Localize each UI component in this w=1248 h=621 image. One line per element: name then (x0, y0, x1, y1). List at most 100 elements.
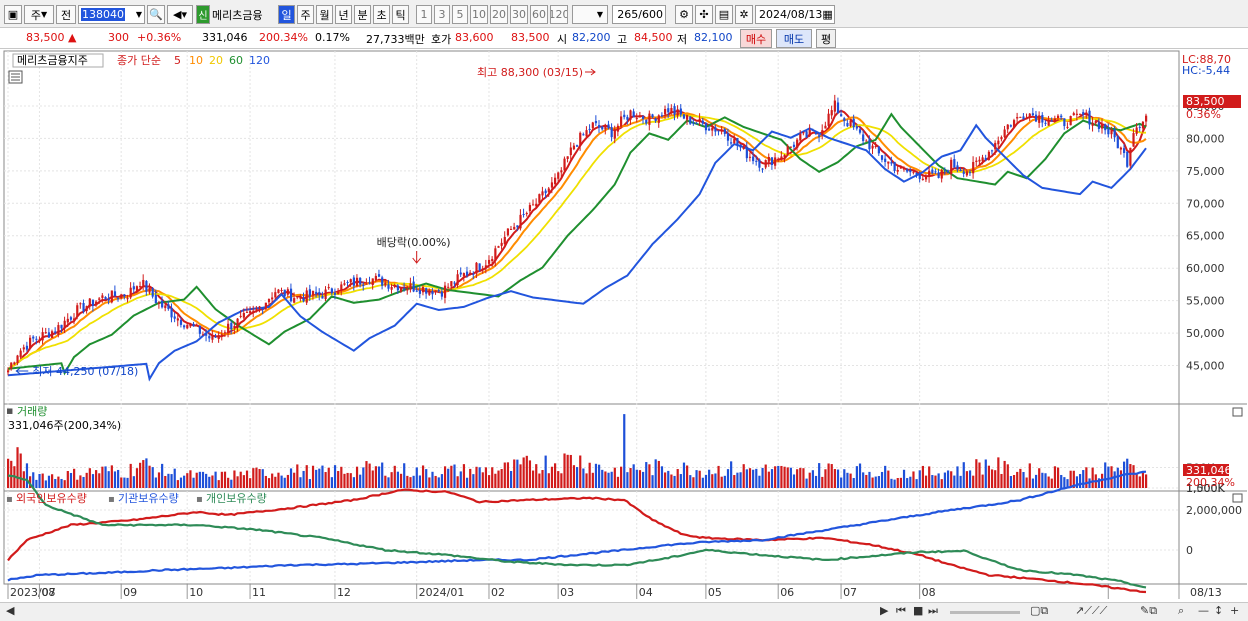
candle-body (607, 124, 610, 129)
volume-bar (528, 460, 532, 488)
gear-icon[interactable]: ✲ (735, 5, 753, 24)
drawing-tools-icon[interactable]: ↗⟋⟋⟋ (1075, 604, 1108, 617)
volume-bar (362, 467, 365, 488)
count-input[interactable]: 265/600 (612, 5, 666, 24)
layout-icon[interactable]: ▣ (4, 5, 22, 24)
zoom-fit-icon[interactable]: ↕ (1214, 604, 1224, 617)
volume-bar (230, 479, 233, 488)
zoom-slider[interactable] (950, 611, 1020, 614)
candle-body (723, 129, 726, 134)
candle-body (997, 140, 1000, 145)
candle-body (7, 370, 10, 373)
crosshair-icon[interactable]: ✣ (695, 5, 713, 24)
chart-tool-icon[interactable]: ⚙ (675, 5, 693, 24)
volume-bar (315, 469, 318, 488)
volume-bar (412, 475, 415, 488)
candle-body (877, 146, 880, 154)
interval-button-30[interactable]: 30 (510, 5, 528, 24)
zoom-out-icon[interactable]: — (1198, 604, 1209, 617)
interval-button-5[interactable]: 5 (452, 5, 468, 24)
volume-bar (890, 478, 893, 488)
stock-chart[interactable]: 85,00080,00075,00070,00065,00060,00055,0… (0, 50, 1248, 602)
candle-body (821, 130, 824, 135)
series-marker: ▪ (108, 494, 115, 505)
candle-body (283, 289, 286, 297)
volume-bar (638, 470, 642, 488)
candle-body (13, 362, 16, 365)
prev-button[interactable]: 전 (56, 5, 76, 24)
period-tab-3[interactable]: 년 (335, 5, 352, 24)
candle-body (714, 127, 717, 132)
period-tab-5[interactable]: 초 (373, 5, 390, 24)
volume-bar (563, 453, 566, 488)
period-tab-2[interactable]: 월 (316, 5, 333, 24)
code-input[interactable]: 138040 ▼ (78, 5, 145, 24)
interval-button-1[interactable]: 1 (416, 5, 432, 24)
scroll-left-icon[interactable]: ◀ (6, 604, 15, 617)
speaker-icon[interactable]: ◀▾ (167, 5, 193, 24)
volume-bar (277, 472, 280, 488)
candle-body (453, 282, 456, 284)
candle-body (176, 318, 179, 321)
candle-body (418, 290, 422, 294)
volume-bar (330, 477, 333, 488)
close-panel-icon[interactable] (1232, 493, 1243, 503)
stock-name-box (12, 53, 104, 68)
market-select[interactable]: 주 ▼ (24, 5, 54, 24)
candle-body (909, 170, 912, 173)
candle-body (541, 191, 544, 196)
candle-body (553, 177, 557, 184)
interval-button-20[interactable]: 20 (490, 5, 508, 24)
candle-body (437, 290, 440, 292)
period-tab-4[interactable]: 분 (354, 5, 371, 24)
candle-body (271, 297, 274, 300)
interval-button-3[interactable]: 3 (434, 5, 450, 24)
ma-line-5 (7, 109, 1147, 372)
volume-bar (1028, 463, 1031, 488)
volume-pct-label: 200,34% (1186, 476, 1235, 489)
date-input[interactable]: 2024/08/13 ▦ (755, 5, 835, 24)
zoom-icon[interactable]: ⌕ (1178, 604, 1185, 617)
period-tab-6[interactable]: 틱 (392, 5, 409, 24)
interval-button-60[interactable]: 60 (530, 5, 548, 24)
interval-button-120[interactable]: 120 (550, 5, 568, 24)
candle-body (924, 176, 928, 180)
rewind-icon[interactable]: ⏮ (896, 604, 906, 617)
zoom-in-icon[interactable]: + (1230, 604, 1240, 617)
volume-bar (176, 480, 179, 488)
candle-body (566, 156, 569, 159)
candle-body (465, 271, 469, 276)
view-option-icon[interactable]: ▢⧉ (1030, 604, 1049, 617)
candle-body (978, 159, 981, 162)
scroll-right-icon[interactable]: ▶ (880, 604, 889, 617)
period-tab-1[interactable]: 주 (297, 5, 314, 24)
series-marker: ▪ (196, 494, 203, 505)
ma-period-120: 120 (249, 54, 270, 67)
candle-body (117, 298, 120, 300)
candle-body (1113, 129, 1116, 138)
close-panel-icon[interactable] (1232, 407, 1243, 417)
candle-body (1094, 120, 1097, 124)
date-axis-right: 08/13 (1190, 586, 1222, 599)
candle-body (60, 324, 63, 329)
forward-icon[interactable]: ⏭ (928, 604, 938, 617)
edit-tool-icon[interactable]: ✎⧉ (1140, 604, 1158, 617)
search-icon[interactable]: 🔍 (147, 5, 165, 24)
candle-body (547, 188, 550, 193)
stop-icon[interactable]: ■ (913, 604, 924, 617)
buy-button[interactable]: 매수 (740, 29, 772, 48)
volume-bar (692, 477, 695, 488)
current-price-tag (1183, 95, 1241, 108)
period-dropdown[interactable]: ▼ (572, 5, 608, 24)
volume-bar (371, 470, 374, 488)
sell-button[interactable]: 매도 (776, 29, 812, 48)
period-tab-0[interactable]: 일 (278, 5, 295, 24)
save-icon[interactable]: ▤ (715, 5, 733, 24)
volume-bar (943, 472, 947, 488)
volume-bar (755, 468, 758, 488)
candle-body (692, 122, 695, 124)
interval-button-10[interactable]: 10 (470, 5, 488, 24)
eval-button[interactable]: 평 (816, 29, 836, 48)
candle-body (51, 331, 54, 338)
